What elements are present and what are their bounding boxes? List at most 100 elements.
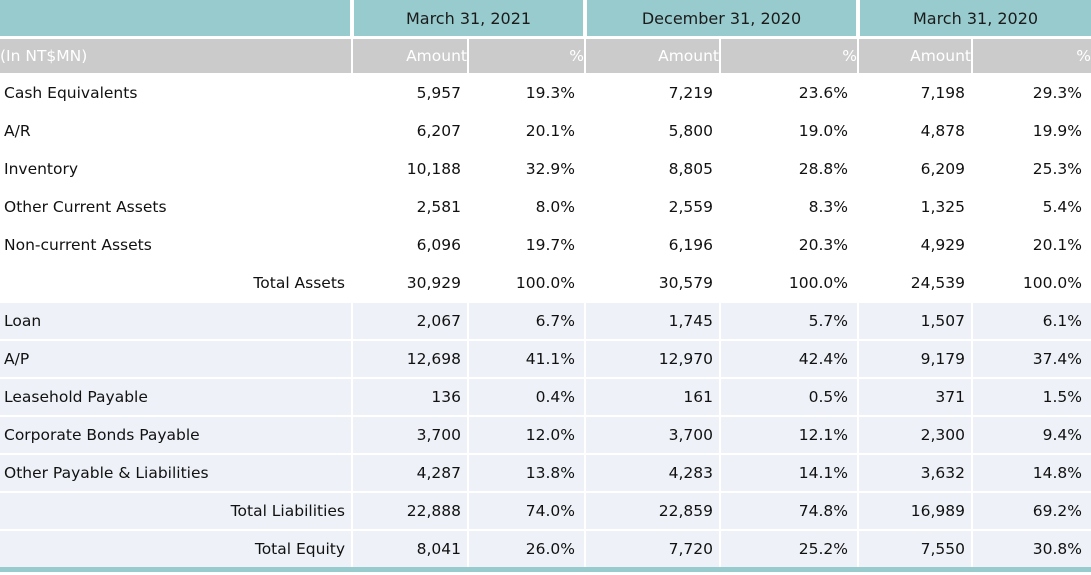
row-label-cell: Cash Equivalents [0,73,352,112]
row-label-cell: Other Payable & Liabilities [0,453,352,492]
row-label-cell: Inventory [0,149,352,188]
amount-cell: 3,632 [857,453,973,492]
amount-cell: 6,209 [857,149,973,188]
percent-cell: 74.8% [719,491,859,530]
amount-cell: 5,800 [584,111,721,150]
table-row: Inventory 10,188 32.9% 8,805 28.8% 6,209 25.3% [0,149,1091,188]
percent-cell: 12.1% [719,415,859,454]
amount-cell: 4,283 [584,453,721,492]
period-header-row: March 31, 2021 December 31, 2020 March 3… [0,0,1091,39]
percent-cell: 69.2% [971,491,1091,530]
amount-cell: 1,325 [857,187,973,226]
amount-cell: 12,698 [351,339,468,378]
percent-cell: 74.0% [466,491,586,530]
amount-cell: 4,929 [857,225,973,264]
amount-cell: 24,539 [857,263,973,302]
amount-cell: 2,581 [351,187,468,226]
table-row: Loan 2,067 6.7% 1,745 5.7% 1,507 6.1% [0,301,1091,340]
amount-cell: 4,287 [351,453,468,492]
amount-cell: 6,096 [351,225,468,264]
row-label-cell: Leasehold Payable [0,377,352,416]
amount-cell: 7,720 [584,529,721,567]
percent-cell: 14.8% [971,453,1091,492]
amount-cell: 136 [351,377,468,416]
table-row: Other Payable & Liabilities 4,287 13.8% 4,2… [0,453,1091,492]
percent-cell: 0.5% [719,377,859,416]
table-row: Total Assets 30,929 100.0% 30,579 100.0% 24,5… [0,263,1091,302]
percent-cell: 5.4% [971,187,1091,226]
amount-cell: 5,957 [351,73,468,112]
unit-label: (In NT$MN) [0,37,352,74]
amount-cell: 7,198 [857,73,973,112]
percent-cell: 12.0% [466,415,586,454]
percent-cell: 19.7% [466,225,586,264]
percent-cell: 14.1% [719,453,859,492]
row-label-cell: Total Equity [0,529,352,567]
amount-cell: 8,041 [351,529,468,567]
percent-cell: 41.1% [466,339,586,378]
amount-cell: 16,989 [857,491,973,530]
amount-cell: 10,188 [351,149,468,188]
percent-header: % [971,37,1091,74]
table-row: A/P 12,698 41.1% 12,970 42.4% 9,179 37.4% [0,339,1091,378]
table-corner-cell [0,0,352,39]
percent-cell: 23.6% [719,73,859,112]
percent-cell: 8.3% [719,187,859,226]
amount-cell: 6,196 [584,225,721,264]
percent-cell: 1.5% [971,377,1091,416]
amount-cell: 12,970 [584,339,721,378]
percent-cell: 0.4% [466,377,586,416]
percent-cell: 100.0% [466,263,586,302]
row-label-cell: A/P [0,339,352,378]
percent-cell: 6.7% [466,301,586,340]
amount-cell: 6,207 [351,111,468,150]
percent-cell: 20.1% [466,111,586,150]
table-row: Other Current Assets 2,581 8.0% 2,559 8.3% 1,… [0,187,1091,226]
table-row: Leasehold Payable 136 0.4% 161 0.5% 371 1.5% [0,377,1091,416]
percent-cell: 13.8% [466,453,586,492]
amount-cell: 22,859 [584,491,721,530]
percent-cell: 19.3% [466,73,586,112]
row-label-cell: A/R [0,111,352,150]
amount-cell: 161 [584,377,721,416]
period-header-mar-2020: March 31, 2020 [856,0,1091,39]
percent-cell: 9.4% [971,415,1091,454]
percent-cell: 5.7% [719,301,859,340]
percent-cell: 19.9% [971,111,1091,150]
bottom-accent-bar [0,567,1091,572]
amount-header: Amount [584,37,721,74]
percent-cell: 25.3% [971,149,1091,188]
percent-header: % [719,37,859,74]
amount-cell: 4,878 [857,111,973,150]
percent-cell: 30.8% [971,529,1091,567]
percent-cell: 100.0% [971,263,1091,302]
table-row: A/R 6,207 20.1% 5,800 19.0% 4,878 19.9% [0,111,1091,150]
percent-cell: 25.2% [719,529,859,567]
amount-cell: 2,300 [857,415,973,454]
row-label-cell: Corporate Bonds Payable [0,415,352,454]
amount-header: Amount [351,37,468,74]
amount-cell: 2,559 [584,187,721,226]
amount-header: Amount [857,37,973,74]
row-label-cell: Total Assets [0,263,352,302]
amount-cell: 3,700 [584,415,721,454]
amount-cell: 371 [857,377,973,416]
amount-cell: 3,700 [351,415,468,454]
percent-cell: 32.9% [466,149,586,188]
row-label-cell: Total Liabilities [0,491,352,530]
table-row: Total Liabilities 22,888 74.0% 22,859 74.8% 1… [0,491,1091,530]
amount-cell: 7,550 [857,529,973,567]
percent-cell: 26.0% [466,529,586,567]
percent-cell: 28.8% [719,149,859,188]
row-label-cell: Other Current Assets [0,187,352,226]
amount-cell: 30,929 [351,263,468,302]
percent-cell: 20.3% [719,225,859,264]
amount-cell: 30,579 [584,263,721,302]
amount-cell: 1,745 [584,301,721,340]
row-label-cell: Loan [0,301,352,340]
period-header-dec-2020: December 31, 2020 [583,0,859,39]
table-row: Non-current Assets 6,096 19.7% 6,196 20.3% 4,… [0,225,1091,264]
table-row: Cash Equivalents 5,957 19.3% 7,219 23.6% 7,19… [0,73,1091,112]
table-body: Cash Equivalents 5,957 19.3% 7,219 23.6% 7,19… [0,73,1091,567]
